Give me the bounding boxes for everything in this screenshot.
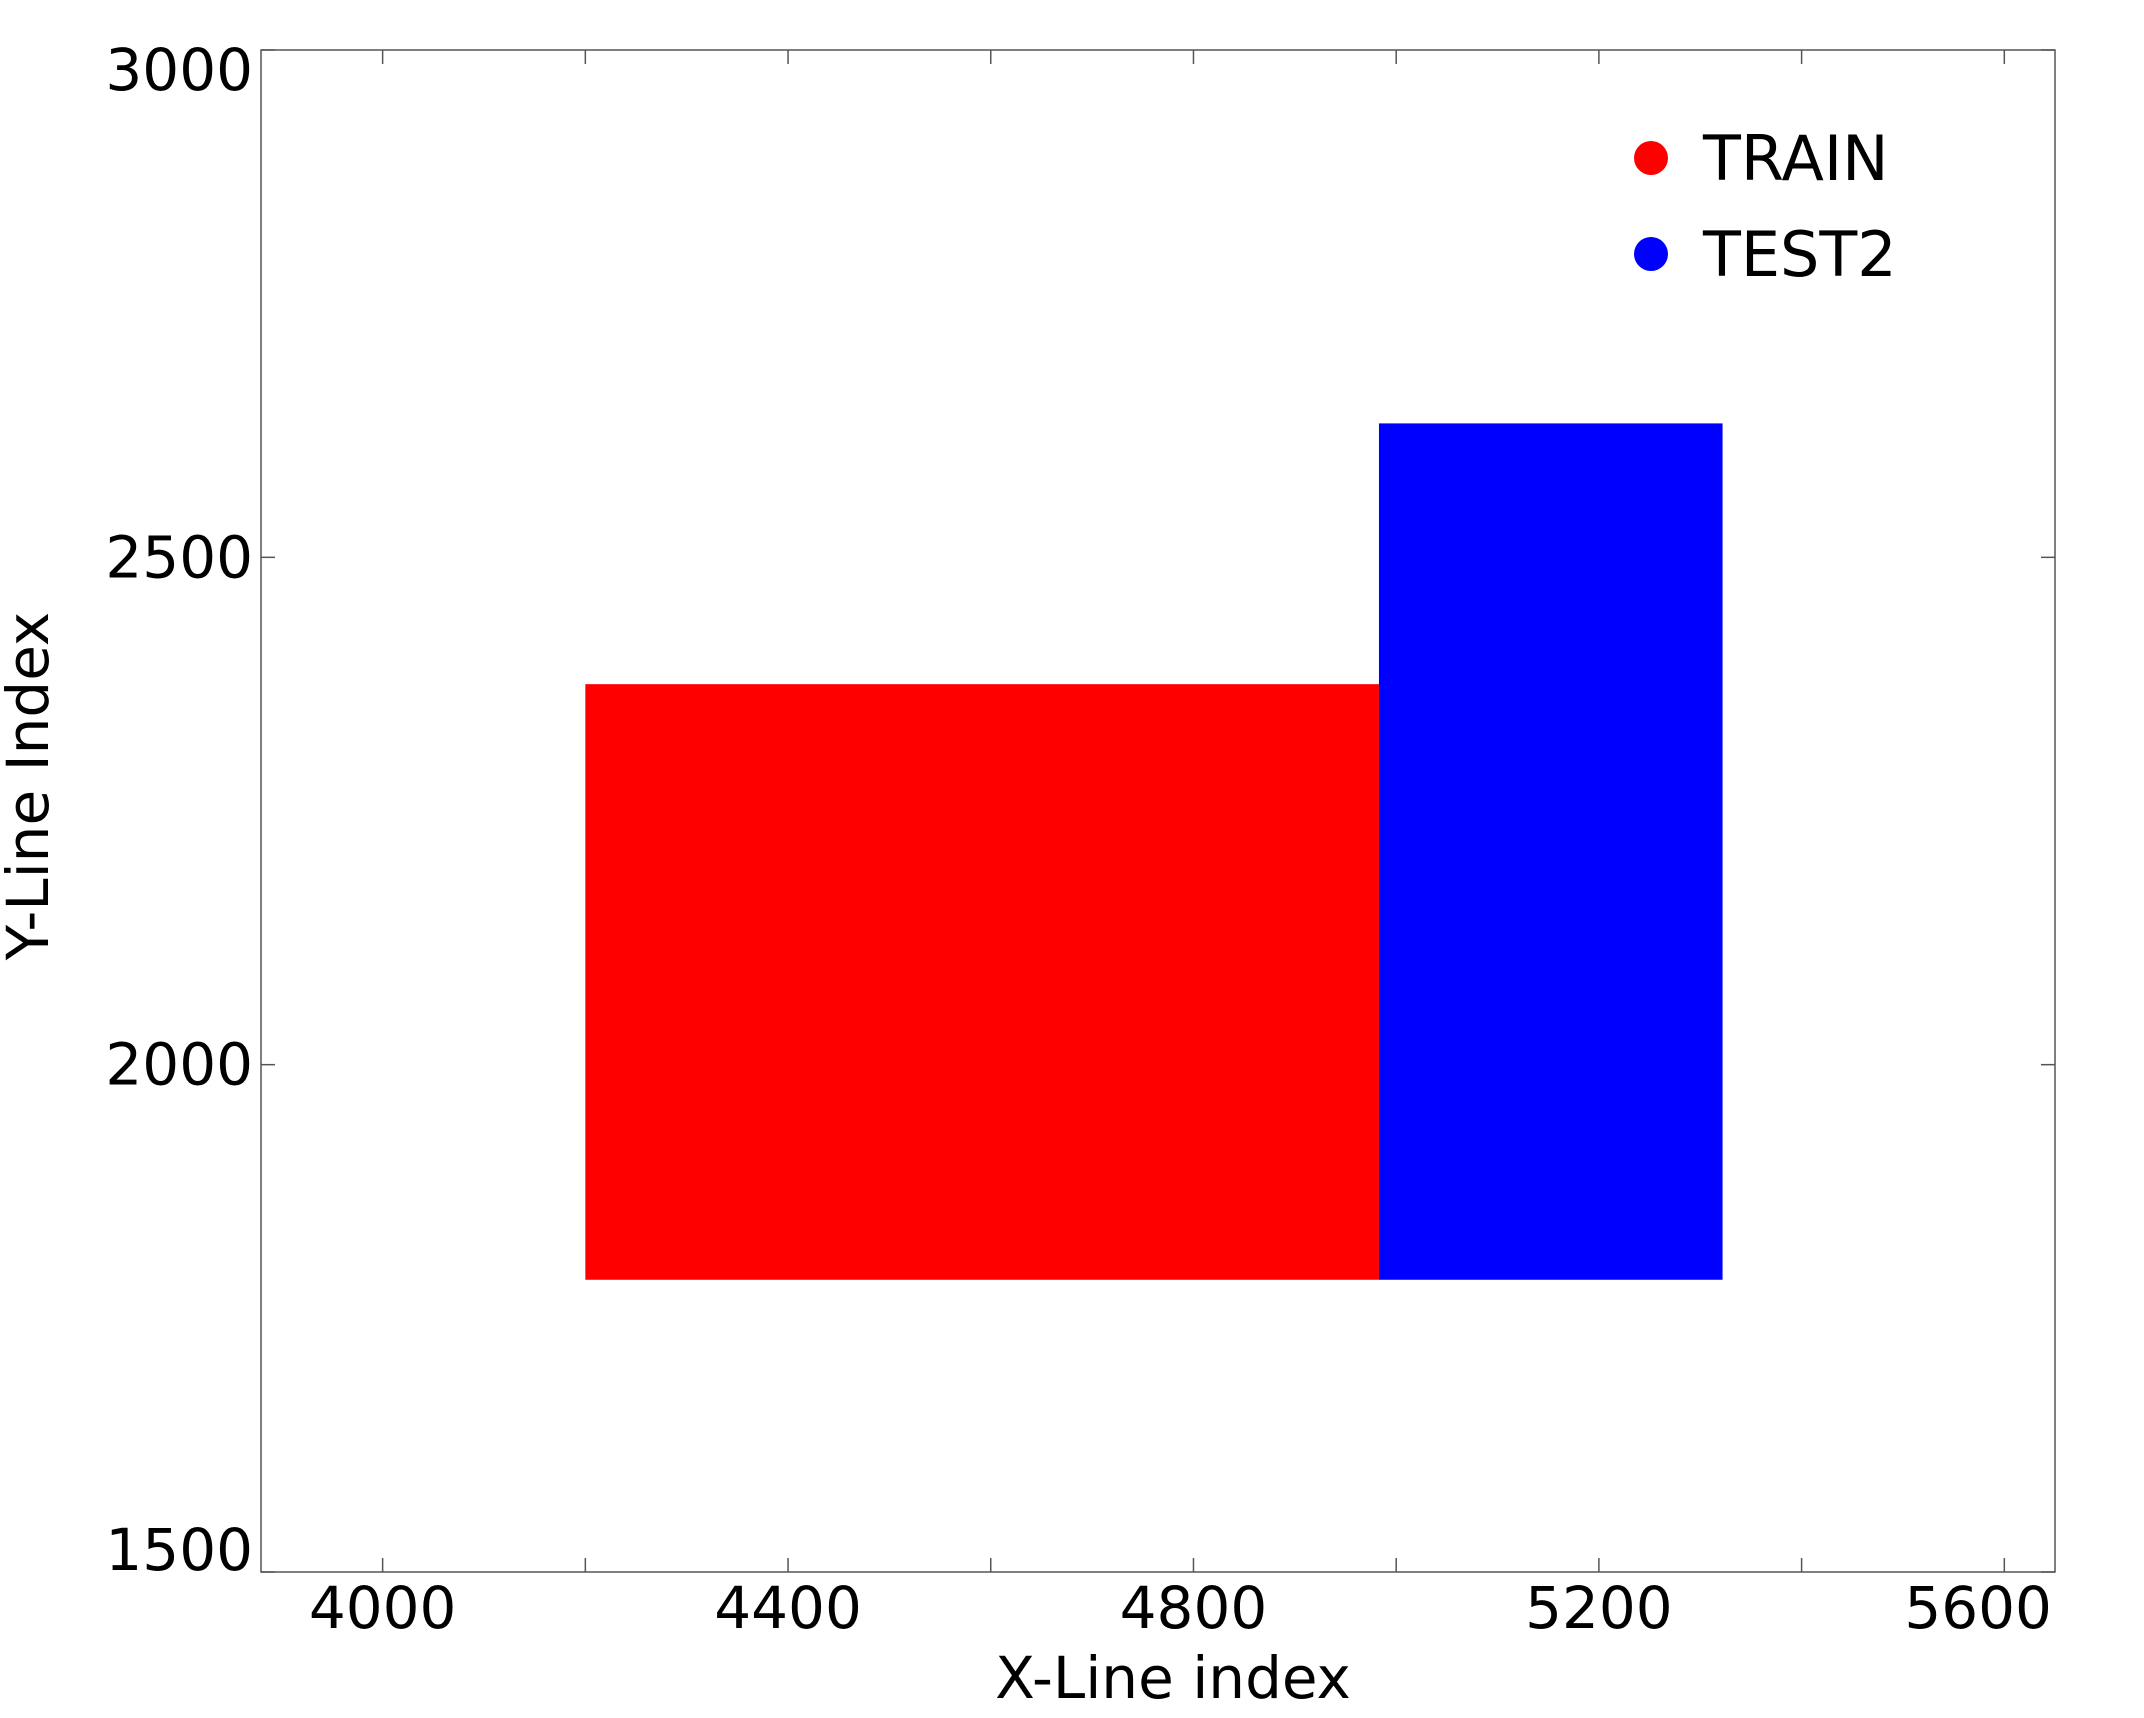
region-test2 bbox=[1378, 423, 1723, 1280]
plot-frame bbox=[260, 49, 2056, 1573]
y-axis-label: Y-Line Index bbox=[0, 612, 62, 961]
x-tick-label: 4400 bbox=[714, 1574, 862, 1642]
x-tick-label: 4800 bbox=[1120, 1574, 1268, 1642]
y-tick-label: 1500 bbox=[105, 1516, 253, 1584]
legend-label-train: TRAIN bbox=[1702, 122, 1889, 195]
y-tick-label: 2500 bbox=[105, 523, 253, 591]
legend-label-test2: TEST2 bbox=[1702, 218, 1897, 291]
x-axis-label: X-Line index bbox=[995, 1644, 1351, 1712]
legend: TRAIN TEST2 bbox=[1634, 122, 1897, 291]
legend-marker-test2 bbox=[1634, 237, 1668, 271]
region-train bbox=[585, 684, 1379, 1280]
y-tick-label: 2000 bbox=[105, 1031, 253, 1099]
legend-marker-train bbox=[1634, 141, 1668, 175]
y-tick-label: 3000 bbox=[105, 36, 253, 104]
x-tick-label: 5600 bbox=[1904, 1574, 2052, 1642]
x-tick-label: 5200 bbox=[1525, 1574, 1673, 1642]
x-tick-label: 4000 bbox=[309, 1574, 457, 1642]
